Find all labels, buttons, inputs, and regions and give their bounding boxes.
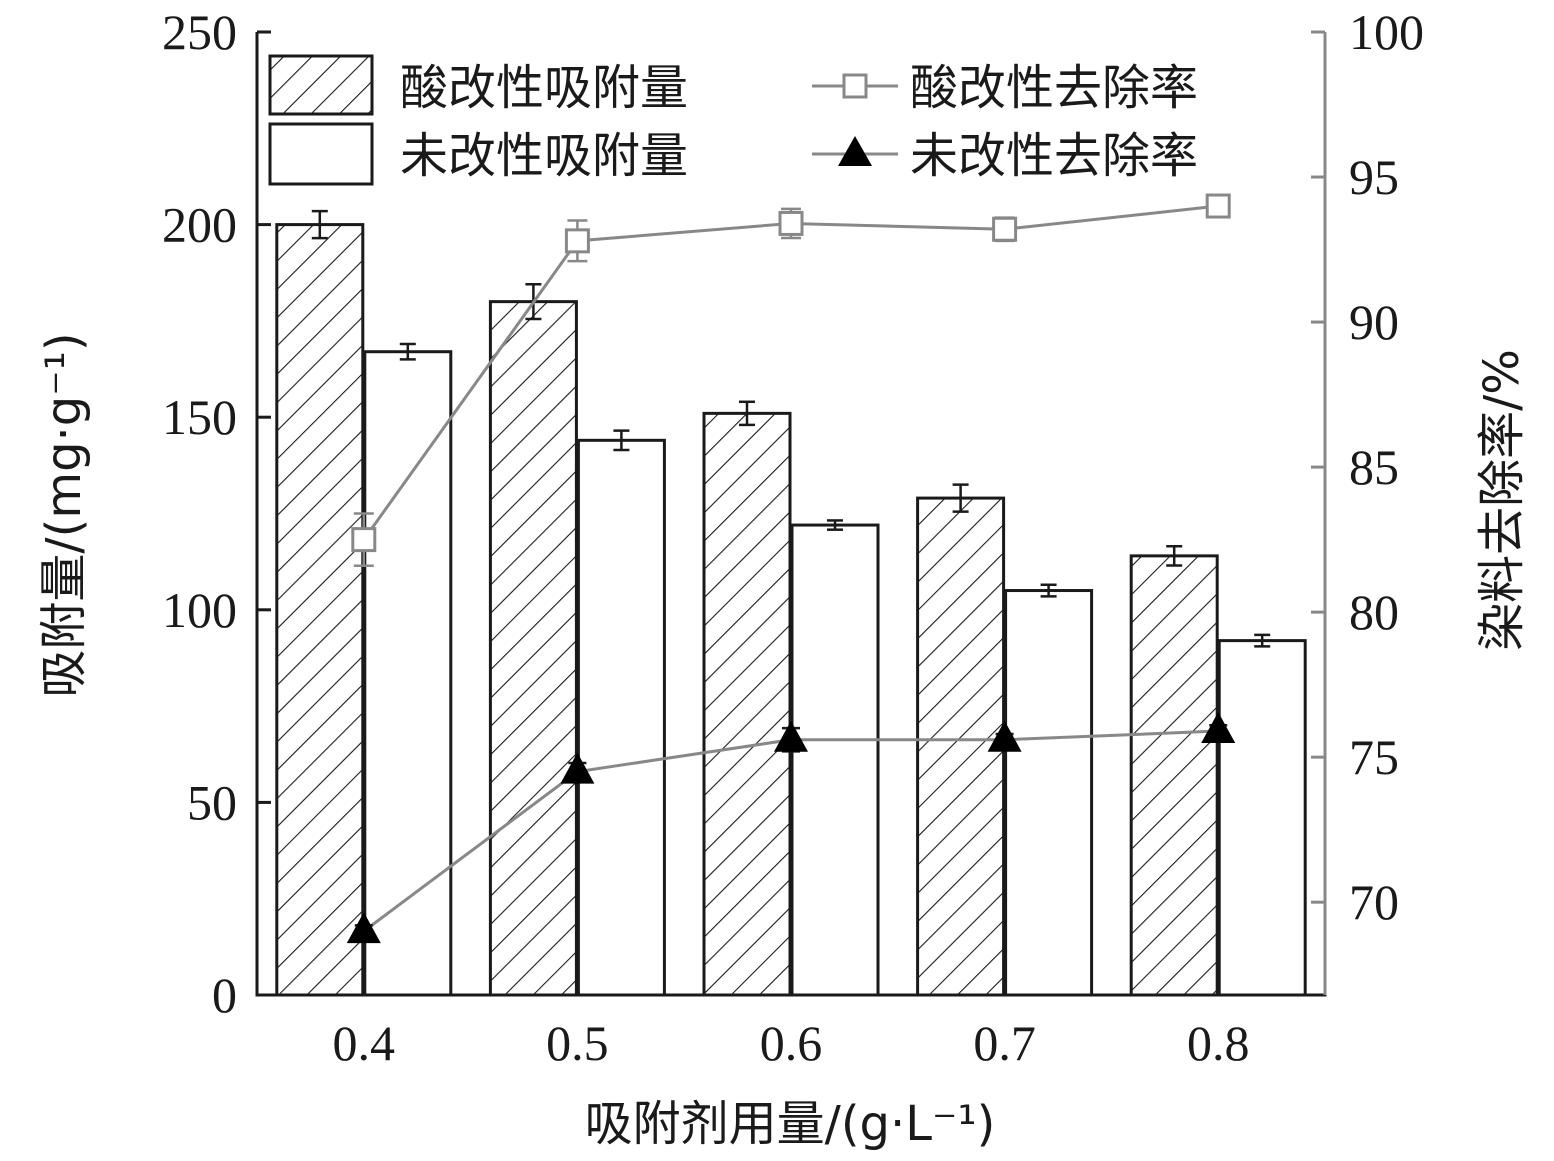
legend-label-acid-rate: 酸改性去除率 [910, 60, 1198, 116]
y2-tick-label: 85 [1349, 439, 1399, 495]
bar-unmodified-adsorption [1217, 639, 1307, 997]
marker-unmodified-removal-rate [987, 720, 1022, 752]
marker-acid-removal-rate [564, 228, 590, 254]
bar-unmodified-adsorption [363, 350, 453, 997]
lines-layer [346, 193, 1236, 944]
x-tick-label: 0.7 [973, 1015, 1036, 1071]
marker-unmodified-removal-rate [774, 720, 808, 752]
legend-marker-unmod-rate [838, 136, 872, 166]
marker-unmodified-removal-rate [346, 912, 381, 944]
bar-acid-adsorption [1129, 554, 1219, 997]
marker-unmodified-removal-rate [1201, 712, 1236, 744]
y-tick-label: 100 [162, 582, 237, 638]
bar-acid-adsorption [275, 223, 365, 997]
legend-label-unmod-rate: 未改性去除率 [910, 128, 1198, 184]
marker-unmodified-removal-rate [560, 752, 595, 784]
bar-acid-adsorption [702, 411, 792, 997]
x-tick-label: 0.5 [546, 1015, 609, 1071]
y-tick-label: 200 [162, 197, 237, 253]
y-tick-label: 150 [162, 389, 237, 445]
marker-acid-removal-rate [1205, 193, 1231, 219]
legend: 酸改性吸附量 未改性吸附量 酸改性去除率 未改性去除率 [268, 54, 1198, 186]
y-axis-title: 吸附量/(mg·g⁻¹) [36, 332, 92, 697]
x-tick-label: 0.6 [760, 1015, 823, 1071]
bar-unmodified-adsorption [790, 523, 880, 997]
legend-label-unmod-bar: 未改性吸附量 [400, 128, 688, 184]
y2-tick-label: 100 [1349, 4, 1424, 60]
y2-axis-title: 染料去除率/% [1474, 349, 1530, 651]
legend-label-acid-bar: 酸改性吸附量 [400, 60, 688, 116]
legend-marker-acid-rate [842, 73, 868, 99]
marker-acid-removal-rate [351, 527, 377, 553]
marker-acid-removal-rate [778, 210, 804, 236]
y2-tick-label: 90 [1349, 294, 1399, 350]
bars-layer [275, 209, 1307, 997]
x-tick-label: 0.8 [1187, 1015, 1250, 1071]
x-tick-label: 0.4 [333, 1015, 396, 1071]
y2-tick-label: 70 [1349, 874, 1399, 930]
bar-unmodified-adsorption [576, 438, 666, 997]
y-tick-label: 0 [212, 967, 237, 1023]
legend-swatch-unmod-bar [268, 122, 374, 186]
y-tick-label: 50 [187, 774, 237, 830]
y2-tick-label: 75 [1349, 729, 1399, 785]
bar-unmodified-adsorption [1004, 589, 1094, 997]
y2-tick-label: 95 [1349, 149, 1399, 205]
x-axis-title: 吸附剂用量/(g·L⁻¹) [585, 1096, 996, 1152]
marker-acid-removal-rate [992, 216, 1018, 242]
y2-tick-label: 80 [1349, 584, 1399, 640]
y-tick-label: 250 [162, 4, 237, 60]
bar-acid-adsorption [488, 300, 578, 997]
axes-layer: 0 50 100 150 200 250 70 75 80 85 90 95 100 0.4 0.5 0.6 0… [162, 4, 1424, 1071]
legend-swatch-acid-bar [268, 54, 374, 116]
